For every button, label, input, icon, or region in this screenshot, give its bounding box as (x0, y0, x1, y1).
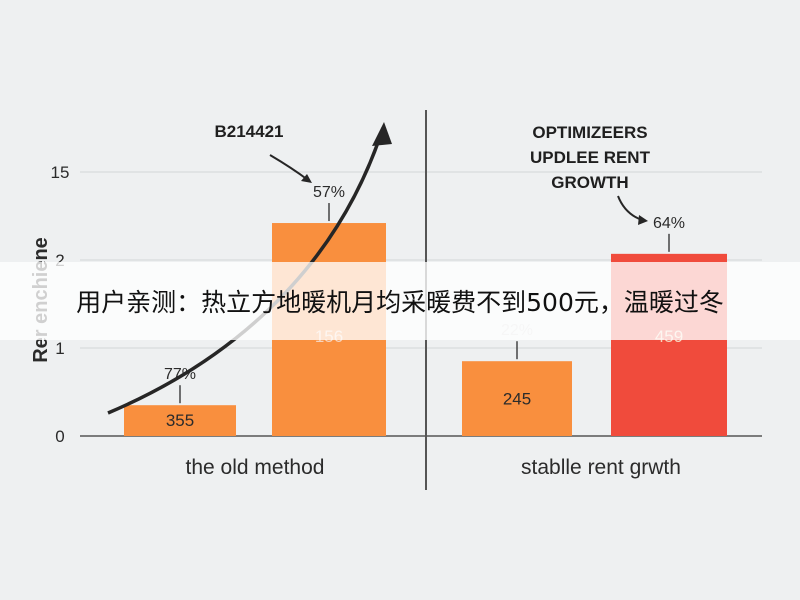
y-tick-label: 2 (55, 251, 64, 270)
bar (462, 361, 572, 436)
annotation-pointer-right-head (638, 215, 648, 225)
annotation-line: GROWTH (551, 173, 628, 192)
bar (124, 405, 236, 436)
y-tick-label: 1 (55, 339, 64, 358)
category-label-old-method: the old method (186, 456, 325, 479)
bar-value-label: 355 (166, 411, 194, 430)
trend-arrowhead (372, 122, 392, 146)
bar-value-label: 245 (503, 390, 531, 409)
y-tick-label: 15 (51, 163, 70, 182)
y-tick-label: 0 (55, 427, 64, 446)
bar-pct-label: 57% (313, 184, 345, 201)
promo-banner-text: 用户亲测：热立方地暖机月均采暖费不到500元，温暖过冬 (76, 288, 724, 317)
promo-banner: 用户亲测：热立方地暖机月均采暖费不到500元，温暖过冬 (0, 262, 800, 340)
annotation-pointer-left (269, 154, 309, 181)
annotation-pointer-left-head (301, 174, 312, 183)
category-label-stable-rent: stablle rent grwth (521, 456, 681, 479)
annotation-left: B214421 (214, 122, 283, 141)
annotation-line: UPDLEE RENT (530, 148, 651, 167)
annotation-right: OPTIMIZEERS UPDLEE RENT GROWTH (530, 123, 651, 192)
bar-pct-label: 64% (653, 215, 685, 232)
annotation-line: OPTIMIZEERS (532, 123, 647, 142)
annotation-pointer-right (617, 195, 643, 221)
y-ticks: 0 1 2 15 (51, 163, 70, 446)
annotation-line: B214421 (214, 122, 283, 141)
